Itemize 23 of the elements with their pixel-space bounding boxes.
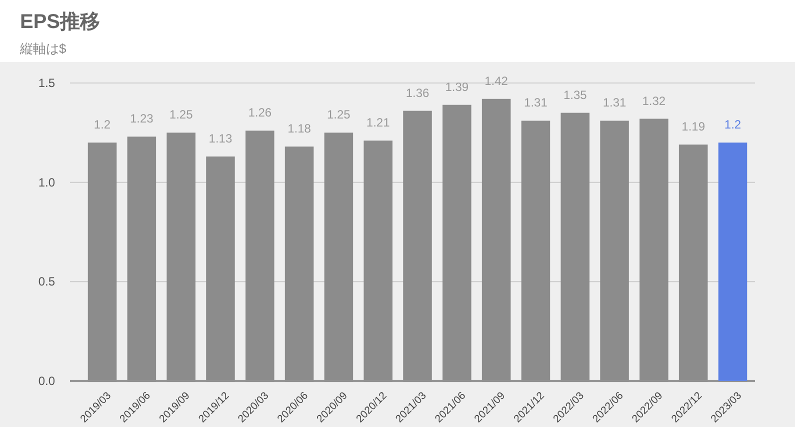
data-label: 1.23: [130, 112, 154, 126]
data-label: 1.42: [484, 74, 508, 88]
data-label: 1.35: [563, 88, 588, 102]
data-label: 1.21: [366, 116, 390, 130]
data-label: 1.25: [169, 108, 194, 122]
data-label: 1.36: [406, 86, 430, 100]
data-label: 1.31: [524, 96, 548, 110]
data-label: 1.26: [248, 106, 272, 120]
chart-subtitle: 縦軸は$: [19, 41, 67, 56]
data-label: 1.39: [445, 80, 469, 94]
data-label: 1.13: [208, 132, 232, 146]
y-tick-label: 0.5: [38, 274, 56, 289]
data-label: 1.32: [642, 94, 666, 108]
data-label: 1.25: [327, 108, 351, 122]
data-label: 1.31: [602, 96, 627, 110]
y-tick-label: 1.5: [38, 76, 56, 90]
chart-title: EPS推移: [20, 11, 100, 33]
data-label: 1.19: [682, 120, 706, 134]
data-label: 1.2: [94, 118, 111, 132]
y-tick-label: 1.0: [38, 175, 56, 190]
y-tick-label: 0.0: [38, 374, 56, 388]
data-label: 1.2: [724, 118, 742, 132]
data-label: 1.18: [288, 122, 312, 136]
